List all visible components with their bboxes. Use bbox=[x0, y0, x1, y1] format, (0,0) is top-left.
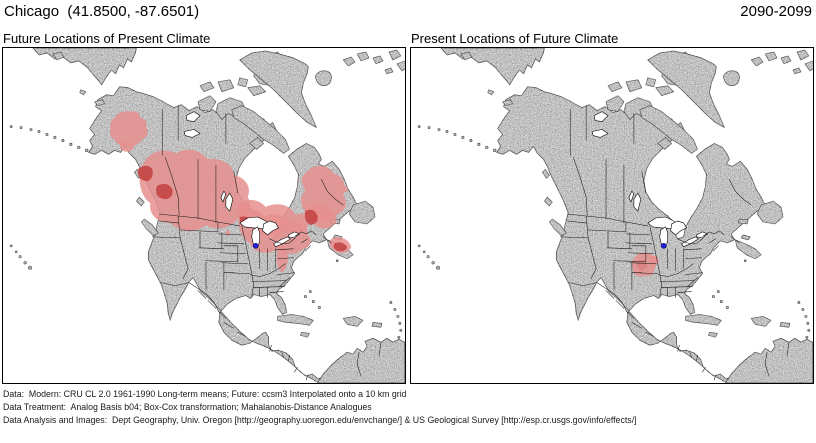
chicago-marker bbox=[252, 242, 259, 249]
north-america-landmass bbox=[418, 48, 813, 383]
data-attribution: Data: Modern: CRU CL 2.0 1961-1990 Long-… bbox=[3, 388, 637, 427]
present-locations-map bbox=[410, 47, 814, 384]
chicago-marker bbox=[660, 242, 667, 249]
future-locations-map bbox=[2, 47, 406, 384]
future-locations-map-canvas bbox=[3, 48, 405, 383]
left-map-title: Future Locations of Present Climate bbox=[3, 31, 211, 46]
right-map-title: Present Locations of Future Climate bbox=[411, 31, 619, 46]
period-label: 2090-2099 bbox=[740, 3, 812, 20]
attribution-line-data: Data: Modern: CRU CL 2.0 1961-1990 Long-… bbox=[3, 389, 407, 399]
location-title: Chicago (41.8500, -87.6501) bbox=[4, 3, 200, 20]
present-locations-map-canvas bbox=[411, 48, 813, 383]
attribution-line-credits: Data Analysis and Images: Dept Geography… bbox=[3, 415, 637, 425]
attribution-line-treatment: Data Treatment: Analog Basis b04; Box-Co… bbox=[3, 402, 372, 412]
